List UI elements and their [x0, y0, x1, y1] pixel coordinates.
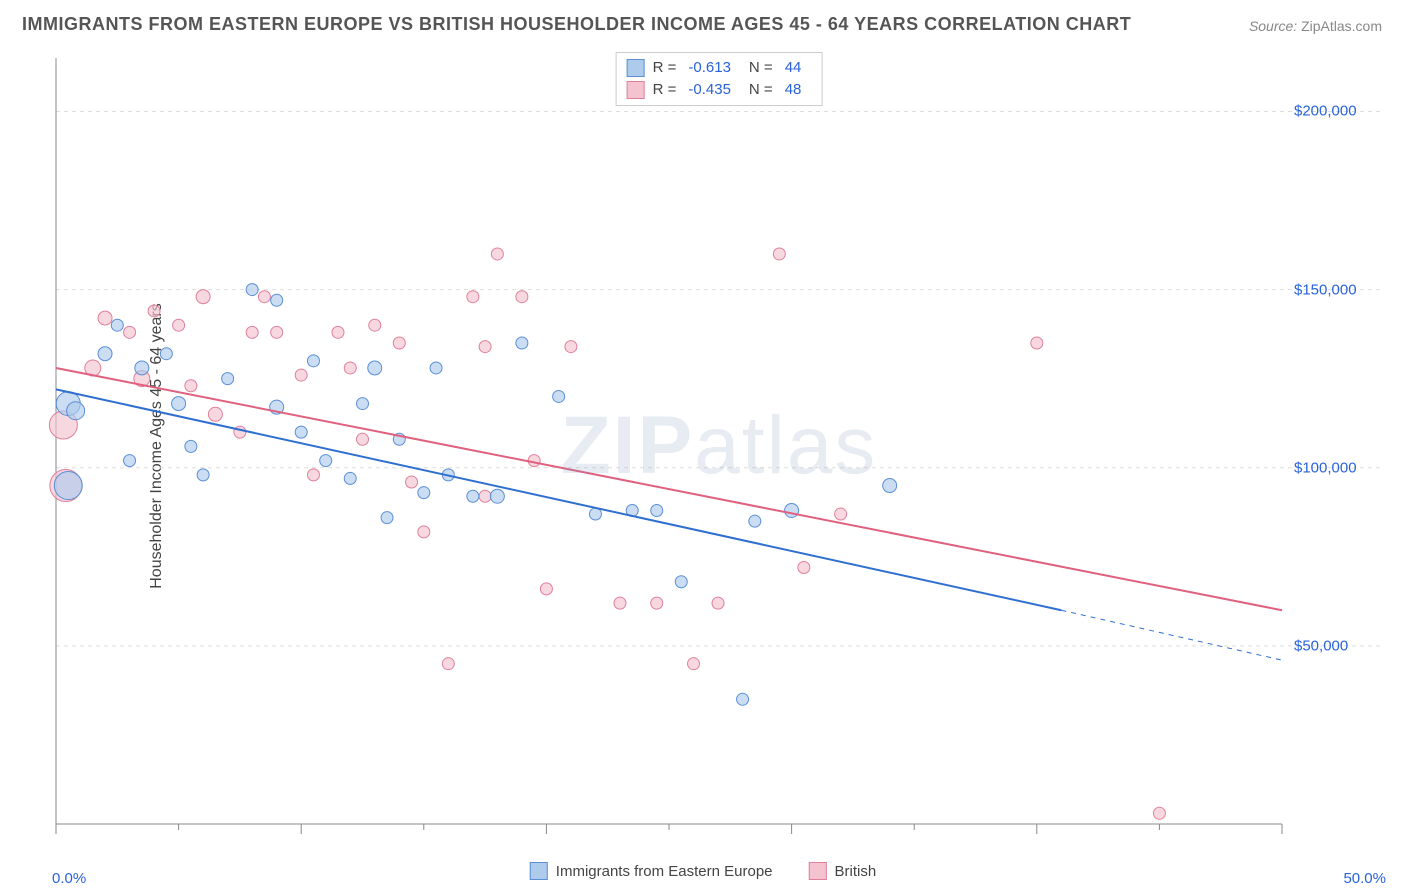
swatch-series-b: [627, 81, 645, 99]
stat-n-label: N =: [749, 57, 773, 79]
stat-r-a: -0.613: [688, 57, 731, 79]
legend-row-a: R = -0.613 N = 44: [627, 57, 812, 79]
swatch-series-a: [627, 59, 645, 77]
stat-r-label: R =: [653, 79, 677, 101]
stat-r-label: R =: [653, 57, 677, 79]
legend-row-b: R = -0.435 N = 48: [627, 79, 812, 101]
series-b-name: British: [835, 863, 877, 880]
stat-n-a: 44: [785, 57, 802, 79]
correlation-legend: R = -0.613 N = 44 R = -0.435 N = 48: [616, 52, 823, 106]
stat-n-label: N =: [749, 79, 773, 101]
chart-area: ZIPatlas R = -0.613 N = 44 R = -0.435 N …: [56, 48, 1382, 844]
legend-item-b: British: [809, 862, 877, 880]
legend-item-a: Immigrants from Eastern Europe: [530, 862, 773, 880]
series-legend: Immigrants from Eastern Europe British: [530, 862, 876, 880]
source-attribution: Source: ZipAtlas.com: [1249, 18, 1382, 34]
scatter-plot: [56, 48, 1382, 844]
chart-title: IMMIGRANTS FROM EASTERN EUROPE VS BRITIS…: [22, 14, 1131, 35]
stat-r-b: -0.435: [688, 79, 731, 101]
y-tick-label: $150,000: [1294, 281, 1384, 298]
y-tick-label: $200,000: [1294, 103, 1384, 120]
swatch-series-b: [809, 862, 827, 880]
source-label: Source:: [1249, 18, 1297, 34]
source-value: ZipAtlas.com: [1301, 18, 1382, 34]
x-max-label: 50.0%: [1343, 870, 1386, 887]
stat-n-b: 48: [785, 79, 802, 101]
y-tick-label: $50,000: [1294, 637, 1384, 654]
y-tick-label: $100,000: [1294, 459, 1384, 476]
x-min-label: 0.0%: [52, 870, 86, 887]
series-a-name: Immigrants from Eastern Europe: [556, 863, 773, 880]
swatch-series-a: [530, 862, 548, 880]
